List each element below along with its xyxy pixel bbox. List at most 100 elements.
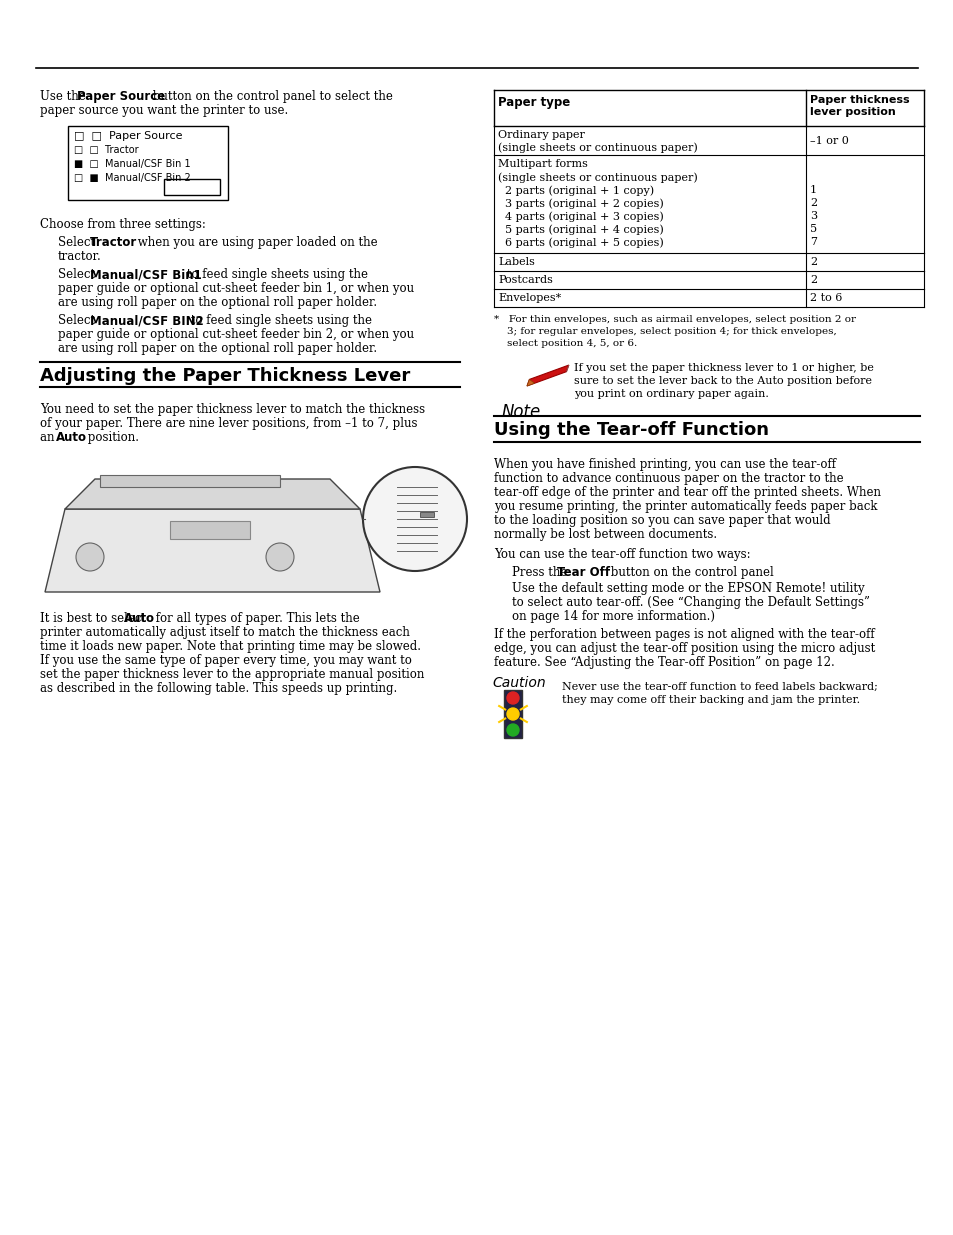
Text: Multipart forms: Multipart forms — [497, 159, 587, 169]
Text: are using roll paper on the optional roll paper holder.: are using roll paper on the optional rol… — [58, 342, 376, 354]
Polygon shape — [526, 379, 534, 387]
Text: Manual/CSF BIN2: Manual/CSF BIN2 — [90, 314, 204, 327]
Polygon shape — [65, 479, 359, 509]
Text: you resume printing, the printer automatically feeds paper back: you resume printing, the printer automat… — [494, 500, 877, 513]
Text: ■  □  Manual/CSF Bin 1: ■ □ Manual/CSF Bin 1 — [74, 159, 191, 169]
Text: paper source you want the printer to use.: paper source you want the printer to use… — [40, 104, 288, 117]
Text: Envelopes*: Envelopes* — [497, 293, 560, 303]
Text: button on the control panel to select the: button on the control panel to select th… — [149, 90, 393, 103]
Text: 3; for regular envelopes, select position 4; for thick envelopes,: 3; for regular envelopes, select positio… — [494, 327, 836, 336]
Text: function to advance continuous paper on the tractor to the: function to advance continuous paper on … — [494, 472, 842, 485]
Text: Paper thickness: Paper thickness — [809, 95, 908, 105]
Text: 6 parts (original + 5 copies): 6 parts (original + 5 copies) — [497, 237, 663, 247]
Text: 1: 1 — [809, 185, 817, 195]
Text: to select auto tear-off. (See “Changing the Default Settings”: to select auto tear-off. (See “Changing … — [512, 597, 869, 609]
Text: Select: Select — [58, 314, 99, 327]
Text: Postcards: Postcards — [497, 275, 553, 285]
Text: to the loading position so you can save paper that would: to the loading position so you can save … — [494, 514, 830, 527]
Text: Paper type: Paper type — [497, 96, 570, 109]
Text: 5: 5 — [809, 224, 817, 233]
Text: Labels: Labels — [497, 257, 535, 267]
Circle shape — [506, 692, 518, 704]
Text: –1 or 0: –1 or 0 — [809, 136, 848, 146]
Text: 2 to 6: 2 to 6 — [809, 293, 841, 303]
Text: printer automatically adjust itself to match the thickness each: printer automatically adjust itself to m… — [40, 626, 410, 638]
Text: □  □  Paper Source: □ □ Paper Source — [74, 131, 182, 141]
Text: normally be lost between documents.: normally be lost between documents. — [494, 529, 717, 541]
Text: Note: Note — [501, 403, 540, 421]
Text: edge, you can adjust the tear-off position using the micro adjust: edge, you can adjust the tear-off positi… — [494, 642, 874, 655]
Text: tear-off edge of the printer and tear off the printed sheets. When: tear-off edge of the printer and tear of… — [494, 487, 880, 499]
Text: to feed single sheets using the: to feed single sheets using the — [183, 268, 368, 282]
Text: If you use the same type of paper every time, you may want to: If you use the same type of paper every … — [40, 655, 412, 667]
Text: □  □  Tractor: □ □ Tractor — [74, 144, 138, 156]
Text: an: an — [40, 431, 58, 445]
Text: Select: Select — [58, 236, 99, 249]
Polygon shape — [526, 366, 568, 387]
Text: Never use the tear-off function to feed labels backward;: Never use the tear-off function to feed … — [561, 682, 877, 692]
Text: as described in the following table. This speeds up printing.: as described in the following table. Thi… — [40, 682, 396, 695]
Text: you print on ordinary paper again.: you print on ordinary paper again. — [574, 389, 768, 399]
Polygon shape — [45, 509, 379, 592]
Text: Adjusting the Paper Thickness Lever: Adjusting the Paper Thickness Lever — [40, 367, 410, 385]
Text: 2: 2 — [809, 275, 817, 285]
Text: tractor.: tractor. — [58, 249, 102, 263]
Text: (single sheets or continuous paper): (single sheets or continuous paper) — [497, 142, 697, 153]
Text: paper guide or optional cut-sheet feeder bin 2, or when you: paper guide or optional cut-sheet feeder… — [58, 329, 414, 341]
Text: Paper Source: Paper Source — [77, 90, 165, 103]
Text: when you are using paper loaded on the: when you are using paper loaded on the — [133, 236, 377, 249]
Text: Choose from three settings:: Choose from three settings: — [40, 219, 206, 231]
Text: Tear Off: Tear Off — [557, 566, 610, 579]
Text: □  ■  Manual/CSF Bin 2: □ ■ Manual/CSF Bin 2 — [74, 173, 191, 183]
Text: Use the: Use the — [40, 90, 90, 103]
Text: Tractor: Tractor — [90, 236, 137, 249]
Text: lever position: lever position — [809, 107, 895, 117]
Text: select position 4, 5, or 6.: select position 4, 5, or 6. — [494, 338, 637, 348]
Text: It is best to select: It is best to select — [40, 613, 150, 625]
Text: Ordinary paper: Ordinary paper — [497, 130, 584, 140]
Text: When you have finished printing, you can use the tear-off: When you have finished printing, you can… — [494, 458, 835, 471]
Circle shape — [363, 467, 467, 571]
Circle shape — [266, 543, 294, 571]
Text: set the paper thickness lever to the appropriate manual position: set the paper thickness lever to the app… — [40, 668, 424, 680]
Text: 4 parts (original + 3 copies): 4 parts (original + 3 copies) — [497, 211, 663, 221]
Bar — [100, 475, 280, 487]
Text: Select: Select — [58, 268, 99, 282]
Text: sure to set the lever back to the Auto position before: sure to set the lever back to the Auto p… — [574, 375, 871, 387]
Text: paper guide or optional cut-sheet feeder bin 1, or when you: paper guide or optional cut-sheet feeder… — [58, 282, 414, 295]
Text: Press the: Press the — [512, 566, 571, 579]
Text: 3 parts (original + 2 copies): 3 parts (original + 2 copies) — [497, 198, 663, 209]
Text: are using roll paper on the optional roll paper holder.: are using roll paper on the optional rol… — [58, 296, 376, 309]
Text: Use the default setting mode or the EPSON Remote! utility: Use the default setting mode or the EPSO… — [512, 582, 863, 595]
Text: position.: position. — [84, 431, 139, 445]
Bar — [503, 690, 521, 739]
Text: of your paper. There are nine lever positions, from –1 to 7, plus: of your paper. There are nine lever posi… — [40, 417, 417, 430]
Text: (single sheets or continuous paper): (single sheets or continuous paper) — [497, 172, 697, 183]
Text: button on the control panel: button on the control panel — [606, 566, 773, 579]
Text: Manual/CSF Bin1: Manual/CSF Bin1 — [90, 268, 201, 282]
Circle shape — [506, 724, 518, 736]
Text: on page 14 for more information.): on page 14 for more information.) — [512, 610, 714, 622]
Text: Using the Tear-off Function: Using the Tear-off Function — [494, 421, 768, 438]
Circle shape — [506, 708, 518, 720]
Bar — [419, 513, 434, 517]
Bar — [164, 179, 220, 195]
Text: 2: 2 — [809, 257, 817, 267]
Text: Auto: Auto — [124, 613, 154, 625]
Text: they may come off their backing and jam the printer.: they may come off their backing and jam … — [561, 695, 860, 705]
Text: 2: 2 — [809, 198, 817, 207]
Text: 5 parts (original + 4 copies): 5 parts (original + 4 copies) — [497, 224, 663, 235]
Text: 7: 7 — [809, 237, 816, 247]
Text: feature. See “Adjusting the Tear-off Position” on page 12.: feature. See “Adjusting the Tear-off Pos… — [494, 656, 834, 669]
Text: You need to set the paper thickness lever to match the thickness: You need to set the paper thickness leve… — [40, 403, 425, 416]
Text: *   For thin envelopes, such as airmail envelopes, select position 2 or: * For thin envelopes, such as airmail en… — [494, 315, 855, 324]
Text: 3: 3 — [809, 211, 817, 221]
Text: You can use the tear-off function two ways:: You can use the tear-off function two wa… — [494, 548, 750, 561]
Bar — [170, 521, 250, 538]
Text: Caution: Caution — [492, 676, 545, 690]
Text: If you set the paper thickness lever to 1 or higher, be: If you set the paper thickness lever to … — [574, 363, 873, 373]
Text: Auto: Auto — [56, 431, 87, 445]
Text: to feed single sheets using the: to feed single sheets using the — [187, 314, 372, 327]
Text: If the perforation between pages is not aligned with the tear-off: If the perforation between pages is not … — [494, 629, 874, 641]
Text: for all types of paper. This lets the: for all types of paper. This lets the — [152, 613, 359, 625]
